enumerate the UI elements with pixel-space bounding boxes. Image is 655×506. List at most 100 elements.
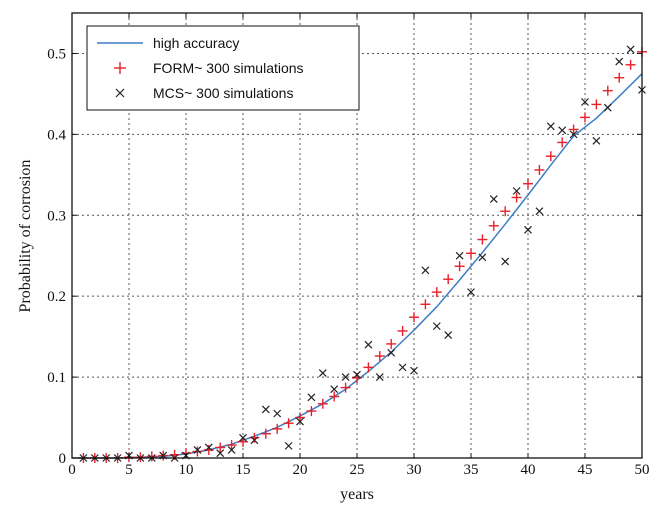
form-point xyxy=(488,220,499,231)
y-tick-label: 0.4 xyxy=(47,127,66,143)
form-point xyxy=(511,192,522,203)
x-tick-label: 15 xyxy=(236,462,251,478)
form-point xyxy=(397,325,408,336)
mcs-point xyxy=(524,225,532,234)
x-tick-label: 45 xyxy=(578,462,593,478)
mcs-point xyxy=(615,57,624,66)
form-point xyxy=(329,391,340,402)
legend-entry: high accuracy xyxy=(97,35,239,51)
x-tick-label: 0 xyxy=(68,462,76,478)
mcs-point xyxy=(250,436,259,445)
form-point xyxy=(192,446,203,457)
legend-x-swatch xyxy=(115,88,125,98)
form-point xyxy=(363,362,374,373)
mcs-point xyxy=(467,288,475,297)
mcs-point xyxy=(330,385,339,394)
mcs-point xyxy=(489,195,498,204)
mcs-point xyxy=(501,257,510,266)
y-tick-label: 0.5 xyxy=(47,46,66,62)
mcs-point xyxy=(432,322,441,331)
mcs-point xyxy=(626,45,635,54)
mcs-point xyxy=(307,393,316,402)
form-point xyxy=(545,151,556,162)
x-axis-label: years xyxy=(340,486,374,503)
form-point xyxy=(317,398,328,409)
mcs-point xyxy=(204,443,213,452)
y-tick-label: 0.3 xyxy=(47,208,66,224)
form-point xyxy=(568,124,579,135)
mcs-point xyxy=(239,433,247,442)
mcs-point xyxy=(512,187,521,195)
mcs-point xyxy=(318,369,327,377)
form-point xyxy=(374,351,385,362)
form-point xyxy=(226,440,237,451)
y-axis-label: Probability of corrosion xyxy=(17,160,34,313)
legend-entry: FORM~ 300 simulations xyxy=(114,60,304,76)
mcs-point xyxy=(284,441,293,450)
legend-label: MCS~ 300 simulations xyxy=(153,85,293,101)
legend: high accuracy FORM~ 300 simulations MCS~ 3… xyxy=(86,25,360,111)
form-point xyxy=(203,444,214,455)
form-point xyxy=(534,164,545,175)
x-tick-label: 20 xyxy=(293,462,308,478)
mcs-point xyxy=(581,98,589,106)
x-tick-label: 10 xyxy=(179,462,194,478)
y-tick-label: 0.1 xyxy=(47,370,66,386)
mcs-point xyxy=(455,251,464,260)
form-point xyxy=(591,99,602,110)
mcs-point xyxy=(387,348,396,357)
mcs-point xyxy=(398,363,407,372)
mcs-point xyxy=(410,366,418,375)
form-point xyxy=(454,261,465,272)
x-tick-label: 40 xyxy=(521,462,536,478)
mcs-point xyxy=(478,253,487,262)
x-tick-label: 35 xyxy=(464,462,479,478)
form-point xyxy=(477,234,488,245)
form-point xyxy=(146,451,157,462)
mcs-point xyxy=(592,136,601,145)
form-point xyxy=(602,85,613,96)
form-point xyxy=(557,137,568,148)
form-point xyxy=(340,382,351,393)
y-tick-label: 0.2 xyxy=(47,289,66,305)
mcs-point xyxy=(444,331,453,339)
mcs-point xyxy=(421,266,430,275)
form-point xyxy=(431,287,442,298)
ticks: 0 5 10 15 20 25 30 35 40 45 50 0 0.1 0.2 0.3 0.4 0.5 xyxy=(47,13,650,478)
mcs-point xyxy=(273,409,282,418)
mcs-point xyxy=(227,445,236,454)
legend-box xyxy=(86,25,360,111)
mcs-point xyxy=(341,373,350,382)
legend-label: FORM~ 300 simulations xyxy=(153,60,304,76)
form-point xyxy=(409,312,419,323)
x-tick-label: 5 xyxy=(125,462,133,478)
mcs-point xyxy=(216,449,225,458)
mcs-point xyxy=(353,370,361,379)
form-point xyxy=(215,442,226,453)
form-point xyxy=(580,112,590,123)
form-point xyxy=(386,338,397,349)
legend-plus-swatch xyxy=(114,62,126,74)
mcs-point xyxy=(364,340,373,349)
mcs-point xyxy=(535,207,544,216)
form-point xyxy=(443,274,454,285)
form-point xyxy=(306,406,317,417)
mcs-point xyxy=(603,103,612,112)
form-point xyxy=(283,418,294,429)
form-point xyxy=(466,248,476,259)
mcs-point xyxy=(546,122,555,131)
mcs-point xyxy=(569,130,578,139)
y-tick-label: 0 xyxy=(59,451,67,467)
form-point xyxy=(420,299,431,310)
form-point xyxy=(625,59,636,70)
form-point xyxy=(500,206,511,217)
mcs-point xyxy=(193,445,202,454)
legend-label: high accuracy xyxy=(153,35,239,51)
legend-entry: MCS~ 300 simulations xyxy=(115,85,293,101)
x-tick-label: 25 xyxy=(350,462,365,478)
form-point xyxy=(272,423,283,434)
mcs-point xyxy=(558,126,567,135)
mcs-point xyxy=(375,373,384,382)
x-tick-label: 30 xyxy=(407,462,422,478)
